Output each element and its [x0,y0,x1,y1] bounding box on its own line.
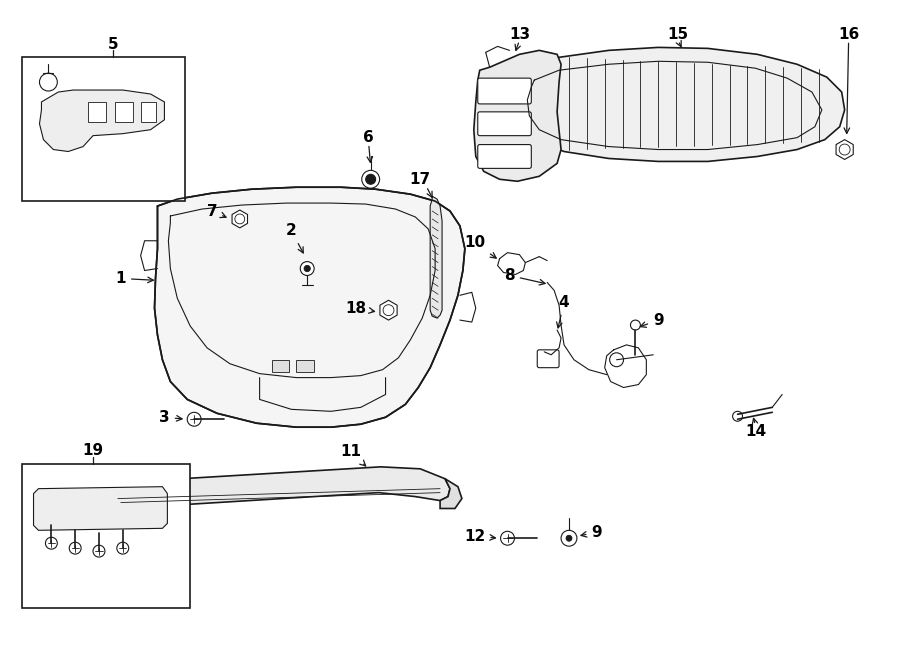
Text: 4: 4 [556,295,570,328]
Polygon shape [40,90,165,151]
Text: 7: 7 [207,204,226,219]
Text: 13: 13 [508,27,530,42]
Circle shape [362,171,380,188]
Polygon shape [440,479,462,508]
Circle shape [839,144,850,155]
Bar [88,102,106,122]
Polygon shape [521,48,845,161]
Polygon shape [380,300,397,320]
Circle shape [383,305,394,315]
Text: 2: 2 [286,223,303,253]
Circle shape [40,73,58,91]
Text: 15: 15 [668,27,688,42]
Circle shape [631,320,641,330]
Polygon shape [473,50,561,181]
Circle shape [304,266,310,272]
Text: 1: 1 [115,271,153,286]
Text: 10: 10 [464,235,496,258]
Circle shape [93,545,105,557]
Text: 11: 11 [340,444,365,466]
Bar [296,360,314,371]
Circle shape [69,542,81,554]
Circle shape [235,214,245,224]
Bar [22,58,185,201]
Bar [140,102,157,122]
FancyBboxPatch shape [478,112,531,136]
Text: 9: 9 [581,525,602,540]
Text: 8: 8 [504,268,545,285]
Text: 16: 16 [838,27,860,42]
Circle shape [301,262,314,276]
Text: 17: 17 [410,172,431,187]
Circle shape [500,531,515,545]
Text: 9: 9 [640,313,663,328]
Circle shape [45,537,58,549]
Text: 12: 12 [464,529,495,544]
Text: 5: 5 [107,37,118,52]
Text: 6: 6 [364,130,374,145]
Polygon shape [836,139,853,159]
Circle shape [566,535,572,541]
Circle shape [561,530,577,546]
Bar [272,360,290,371]
Bar [115,102,132,122]
Bar [22,464,190,607]
Polygon shape [109,467,450,508]
FancyBboxPatch shape [478,78,531,104]
Circle shape [117,542,129,554]
Circle shape [187,412,201,426]
Polygon shape [155,187,465,427]
Text: 19: 19 [83,444,104,459]
Polygon shape [430,196,442,318]
Circle shape [365,175,375,184]
FancyBboxPatch shape [537,350,559,368]
Text: 3: 3 [159,410,182,425]
Text: 14: 14 [745,424,766,439]
Text: 18: 18 [346,301,374,316]
Polygon shape [33,486,167,530]
Circle shape [733,411,742,421]
Polygon shape [232,210,248,228]
FancyBboxPatch shape [478,145,531,169]
Circle shape [609,353,624,367]
